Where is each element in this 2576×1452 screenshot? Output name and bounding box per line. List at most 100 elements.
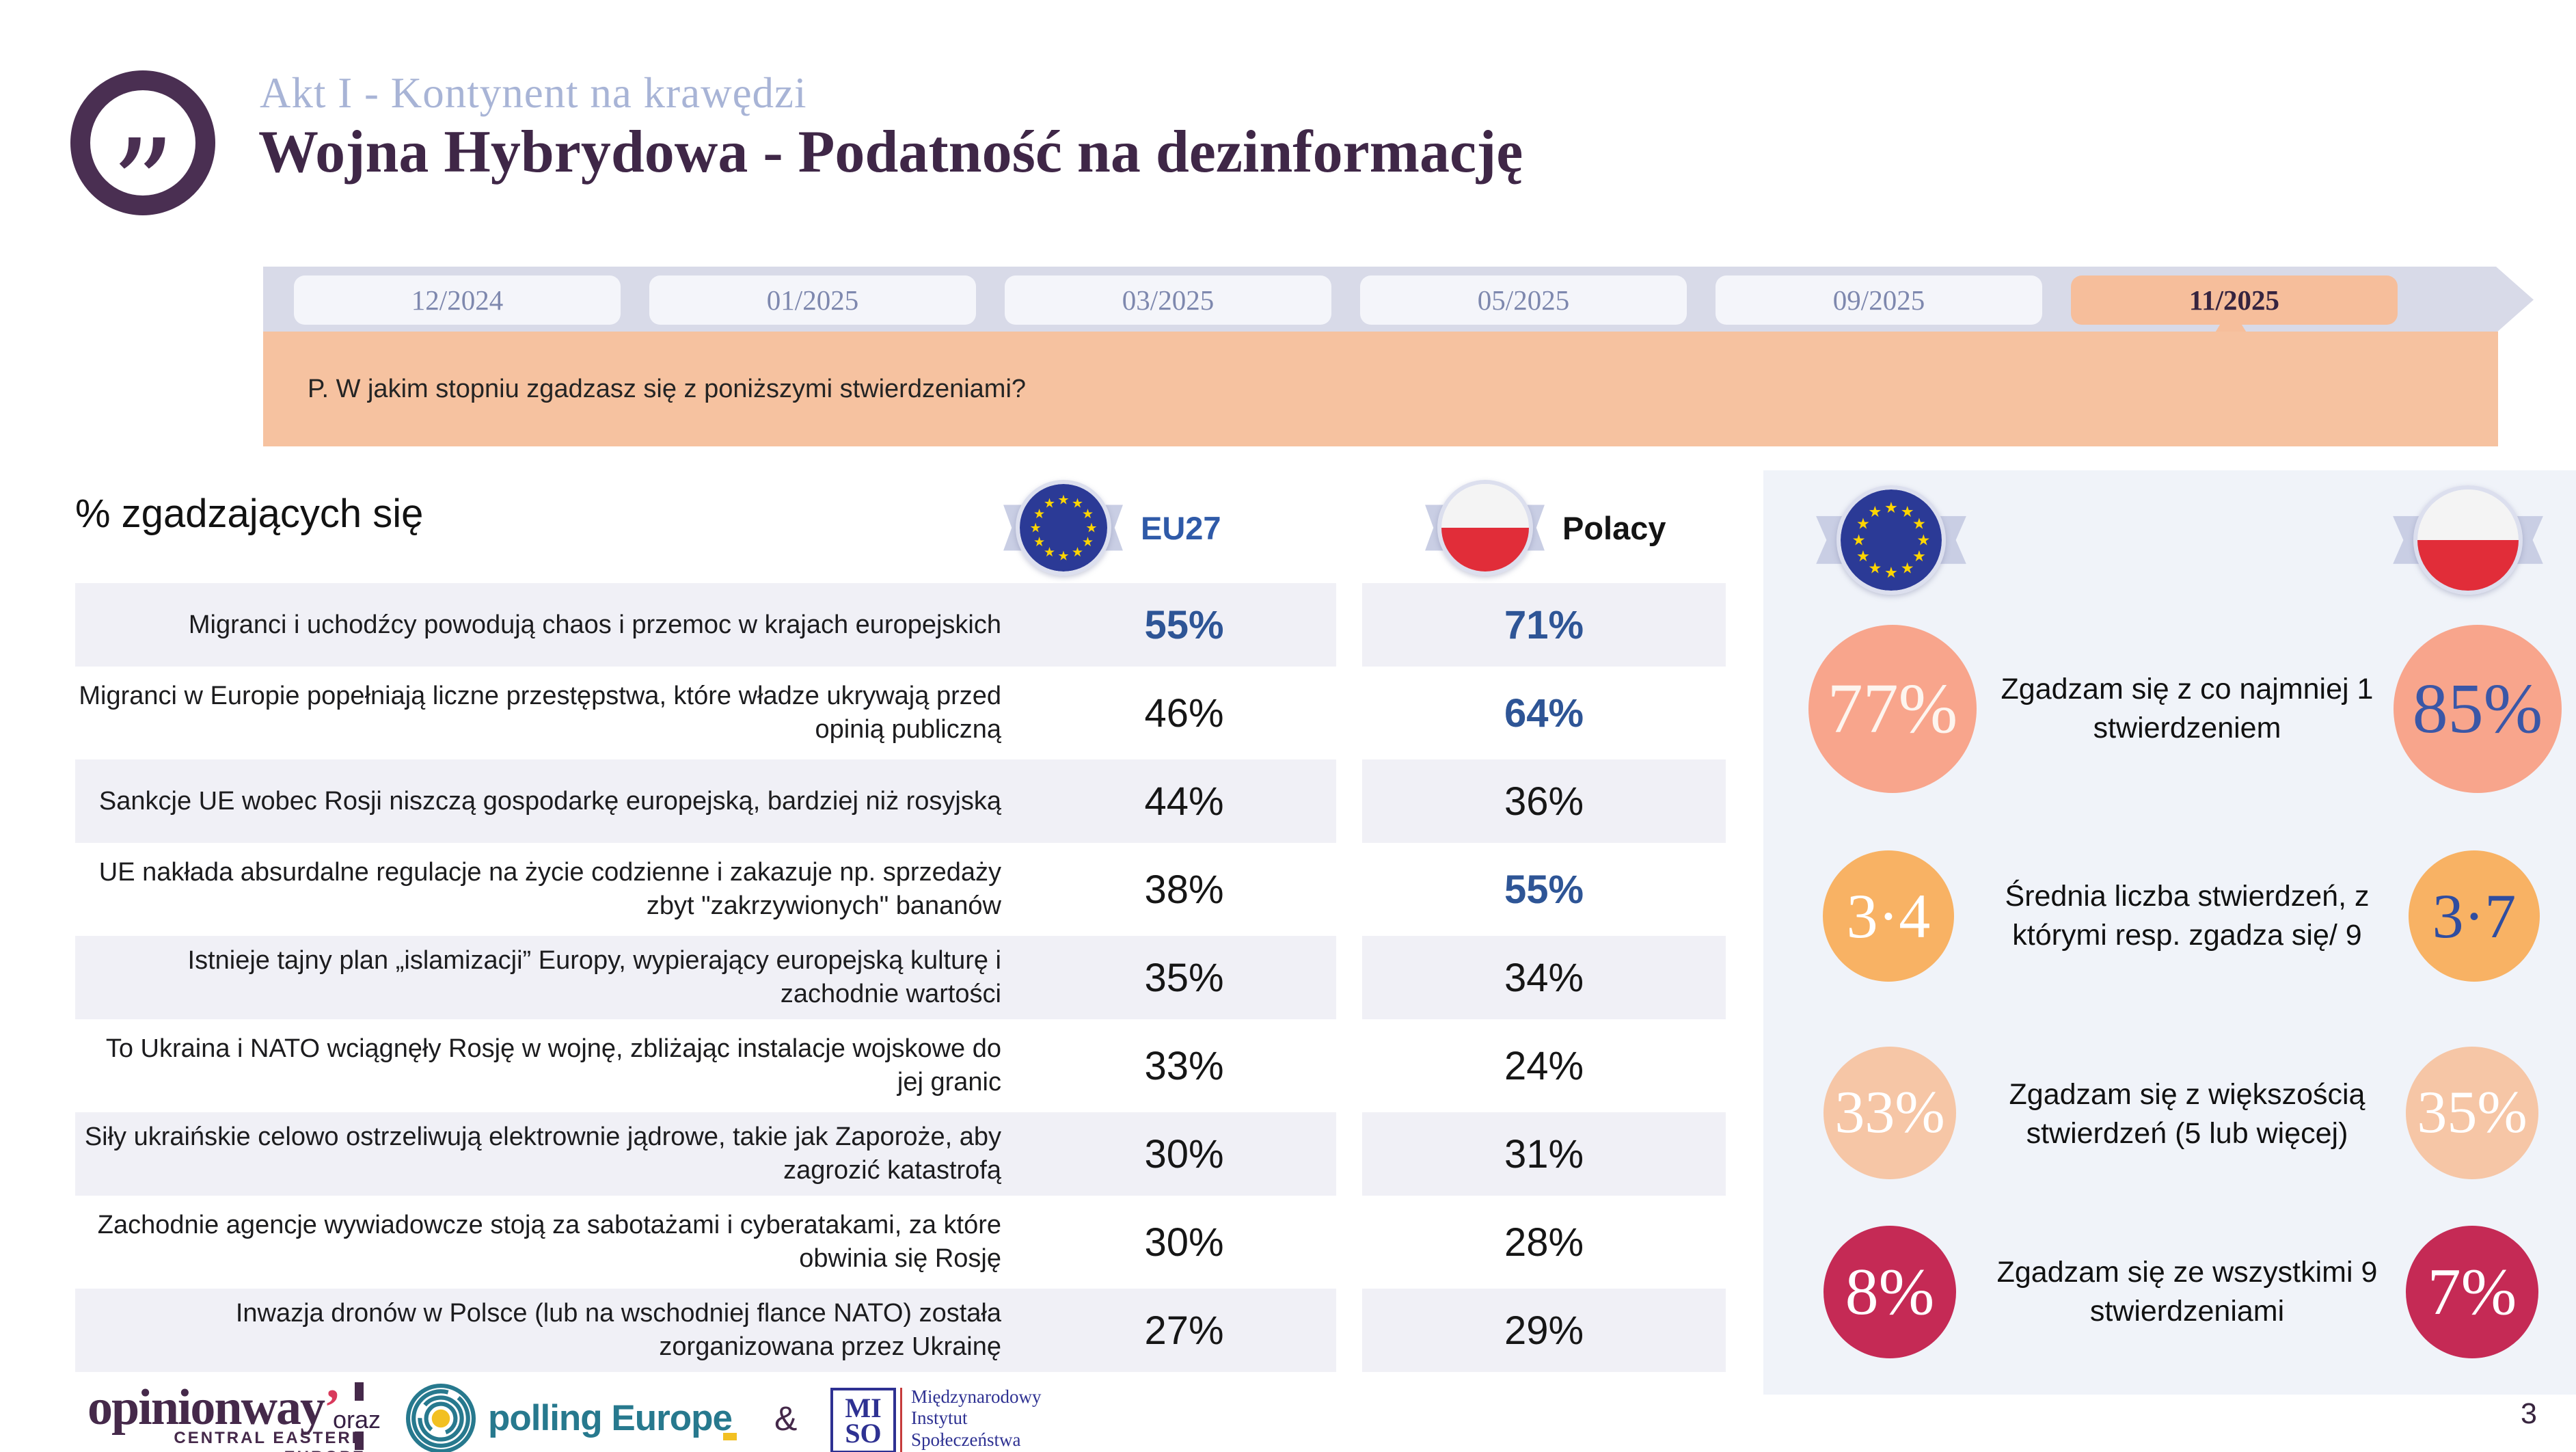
eu-flag-icon: ★ ★ ★ ★ ★ ★ ★ ★ ★ ★ ★ ★ <box>1015 480 1111 576</box>
svg-text:★: ★ <box>1868 503 1882 521</box>
ampersand: & <box>774 1399 798 1438</box>
svg-text:★: ★ <box>1033 506 1044 522</box>
section-kicker: Akt I - Kontynent na krawędzi <box>260 69 807 117</box>
pl-value: 24% <box>1504 1043 1584 1088</box>
svg-text:★: ★ <box>1852 531 1866 549</box>
survey-question: P. W jakim stopniu zgadzasz się z poniżs… <box>308 374 1027 403</box>
summary-label: Średnia liczba stwierdzeń, z którymi res… <box>2005 880 2370 952</box>
timeline-tab-05-2025[interactable]: 05/2025 <box>1360 275 1687 325</box>
opinionway-tagline: CENTRAL EASTERN EUROPE <box>174 1429 366 1452</box>
page-number: 3 <box>2521 1397 2537 1430</box>
polling-europe-accent <box>723 1433 737 1440</box>
timeline-tab-12-2024[interactable]: 12/2024 <box>294 275 621 325</box>
miso-logo: MI SO <box>830 1388 896 1452</box>
statement-text: Siły ukraińskie celowo ostrzeliwują elek… <box>84 1122 1001 1185</box>
statement-text: Migranci i uchodźcy powodują chaos i prz… <box>188 610 1001 639</box>
summary-label: Zgadzam się z co najmniej 1 stwierdzenie… <box>2001 673 2374 744</box>
quote-icon: ” <box>70 70 215 249</box>
miso-divider <box>900 1388 902 1452</box>
svg-text:★: ★ <box>1912 515 1926 533</box>
svg-text:★: ★ <box>1868 559 1882 577</box>
timeline-tab-09-2025[interactable]: 09/2025 <box>1716 275 2042 325</box>
summary-circle-pl-3: 7% <box>2406 1226 2538 1358</box>
eu-value: 46% <box>1144 690 1224 736</box>
question-band: P. W jakim stopniu zgadzasz się z poniżs… <box>263 332 2498 446</box>
svg-text:★: ★ <box>1057 548 1069 563</box>
summary-panel: ★ ★ ★ ★ ★ ★ ★ ★ ★ ★ ★ ★ 77% Zgadzam się z co naj… <box>1763 470 2576 1395</box>
summary-circle-eu-3: 8% <box>1823 1226 1956 1358</box>
polling-europe-wordmark: polling Europe <box>488 1398 733 1438</box>
table-row: Inwazja dronów w Polsce (lub na wschodni… <box>75 1289 1726 1372</box>
summary-circle-pl-2: 35% <box>2406 1047 2538 1179</box>
svg-text:★: ★ <box>1071 496 1083 511</box>
summary-circle-eu-2: 33% <box>1823 1047 1956 1179</box>
eu-value: 38% <box>1144 867 1224 912</box>
svg-text:★: ★ <box>1901 559 1914 577</box>
timeline-tab-11-2025[interactable]: 11/2025 <box>2071 275 2398 325</box>
svg-text:★: ★ <box>1081 506 1093 522</box>
eu-value: 27% <box>1144 1308 1224 1353</box>
statement-text: Istnieje tajny plan „islamizacji” Europy… <box>187 946 1001 1008</box>
column-header-polacy: Polacy <box>1425 470 1666 585</box>
opinionway-logo: opinionway’ <box>87 1380 341 1436</box>
timeline-band: 12/2024 01/2025 03/2025 05/2025 09/2025 … <box>263 267 2534 333</box>
svg-text:★: ★ <box>1029 520 1041 535</box>
timeline-tab-03-2025[interactable]: 03/2025 <box>1005 275 1331 325</box>
statement-text: UE nakłada absurdalne regulacje na życie… <box>98 858 1001 920</box>
eu27-label: EU27 <box>1141 509 1221 546</box>
poland-flag-badge <box>2393 480 2543 600</box>
pl-value: 55% <box>1504 867 1584 912</box>
summary-label: Zgadzam się ze wszystkimi 9 stwierdzenia… <box>1996 1256 2378 1328</box>
poland-flag-badge <box>1425 470 1545 585</box>
statement-text: Inwazja dronów w Polsce (lub na wschodni… <box>235 1299 1001 1361</box>
footer-divider <box>355 1382 364 1401</box>
svg-text:★: ★ <box>1033 534 1044 550</box>
summary-circle-eu-1: 3·4 <box>1823 850 1954 982</box>
active-tab-pointer <box>2214 324 2247 334</box>
eu-value: 30% <box>1144 1220 1224 1265</box>
pl-value: 29% <box>1504 1308 1584 1353</box>
pl-value: 28% <box>1504 1220 1584 1265</box>
svg-text:★: ★ <box>1043 496 1055 511</box>
statement-text: Migranci w Europie popełniają liczne prz… <box>79 682 1001 744</box>
polling-europe-icon <box>406 1384 476 1452</box>
svg-text:★: ★ <box>1057 492 1069 507</box>
table-row: To Ukraina i NATO wciągnęły Rosję w wojn… <box>75 1024 1726 1107</box>
summary-circle-pl-0: 85% <box>2394 625 2562 793</box>
table-row: Sankcje UE wobec Rosji niszczą gospodark… <box>75 759 1726 843</box>
summary-circle-eu-0: 77% <box>1808 625 1977 793</box>
poland-flag-icon <box>1437 480 1533 576</box>
svg-text:★: ★ <box>1901 503 1914 521</box>
table-row: Zachodnie agencje wywiadowcze stoją za s… <box>75 1200 1726 1284</box>
summary-label: Zgadzam się z większością stwierdzeń (5 … <box>2009 1078 2365 1150</box>
statement-text: Sankcje UE wobec Rosji niszczą gospodark… <box>98 786 1001 816</box>
statement-text: To Ukraina i NATO wciągnęły Rosję w wojn… <box>105 1034 1001 1097</box>
statements-table: Migranci i uchodźcy powodują chaos i prz… <box>75 583 1726 1377</box>
opinionway-apostrophe: ’ <box>324 1380 341 1436</box>
table-row: Istnieje tajny plan „islamizacji” Europy… <box>75 936 1726 1019</box>
poland-flag-icon <box>2413 485 2523 595</box>
svg-text:★: ★ <box>1916 531 1930 549</box>
metric-label: % zgadzających się <box>75 492 424 536</box>
eu-value: 35% <box>1144 955 1224 1000</box>
table-row: Migranci i uchodźcy powodują chaos i prz… <box>75 583 1726 667</box>
pl-value: 71% <box>1504 602 1584 647</box>
eu-value: 30% <box>1144 1131 1224 1177</box>
svg-text:★: ★ <box>1085 520 1097 535</box>
footer-divider <box>355 1431 364 1450</box>
timeline-tab-01-2025[interactable]: 01/2025 <box>649 275 976 325</box>
page-title: Wojna Hybrydowa - Podatność na dezinform… <box>258 119 1523 185</box>
eu-flag-icon: ★ ★ ★ ★ ★ ★ ★ ★ ★ ★ ★ ★ <box>1836 485 1946 595</box>
pl-value: 34% <box>1504 955 1584 1000</box>
table-row: UE nakłada absurdalne regulacje na życie… <box>75 848 1726 931</box>
miso-name: Międzynarodowy Instytut Społeczeństwa Ob… <box>911 1386 1042 1452</box>
svg-text:★: ★ <box>1856 548 1870 565</box>
svg-text:★: ★ <box>1884 499 1898 517</box>
svg-text:★: ★ <box>1081 534 1093 550</box>
statement-text: Zachodnie agencje wywiadowcze stoją za s… <box>97 1211 1001 1273</box>
svg-text:★: ★ <box>1071 544 1083 560</box>
table-row: Migranci w Europie popełniają liczne prz… <box>75 671 1726 755</box>
polacy-label: Polacy <box>1562 509 1666 546</box>
svg-text:★: ★ <box>1884 564 1898 582</box>
